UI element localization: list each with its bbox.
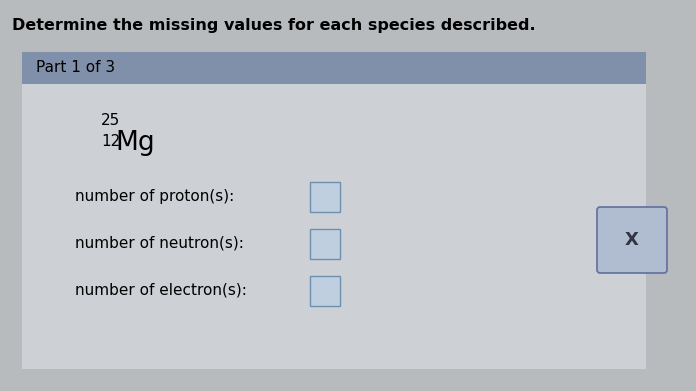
Text: X: X bbox=[625, 231, 639, 249]
Bar bbox=[22, 52, 646, 84]
FancyBboxPatch shape bbox=[310, 276, 340, 306]
Text: Mg: Mg bbox=[115, 130, 155, 156]
Text: number of electron(s):: number of electron(s): bbox=[75, 283, 247, 298]
Text: 25: 25 bbox=[101, 113, 120, 128]
Text: number of neutron(s):: number of neutron(s): bbox=[75, 235, 244, 251]
Text: Part 1 of 3: Part 1 of 3 bbox=[36, 61, 115, 75]
FancyBboxPatch shape bbox=[310, 229, 340, 259]
Text: number of proton(s):: number of proton(s): bbox=[75, 188, 235, 203]
Text: 12: 12 bbox=[101, 134, 120, 149]
FancyBboxPatch shape bbox=[310, 182, 340, 212]
FancyBboxPatch shape bbox=[597, 207, 667, 273]
Text: Determine the missing values for each species described.: Determine the missing values for each sp… bbox=[12, 18, 536, 33]
Bar bbox=[22, 84, 646, 369]
